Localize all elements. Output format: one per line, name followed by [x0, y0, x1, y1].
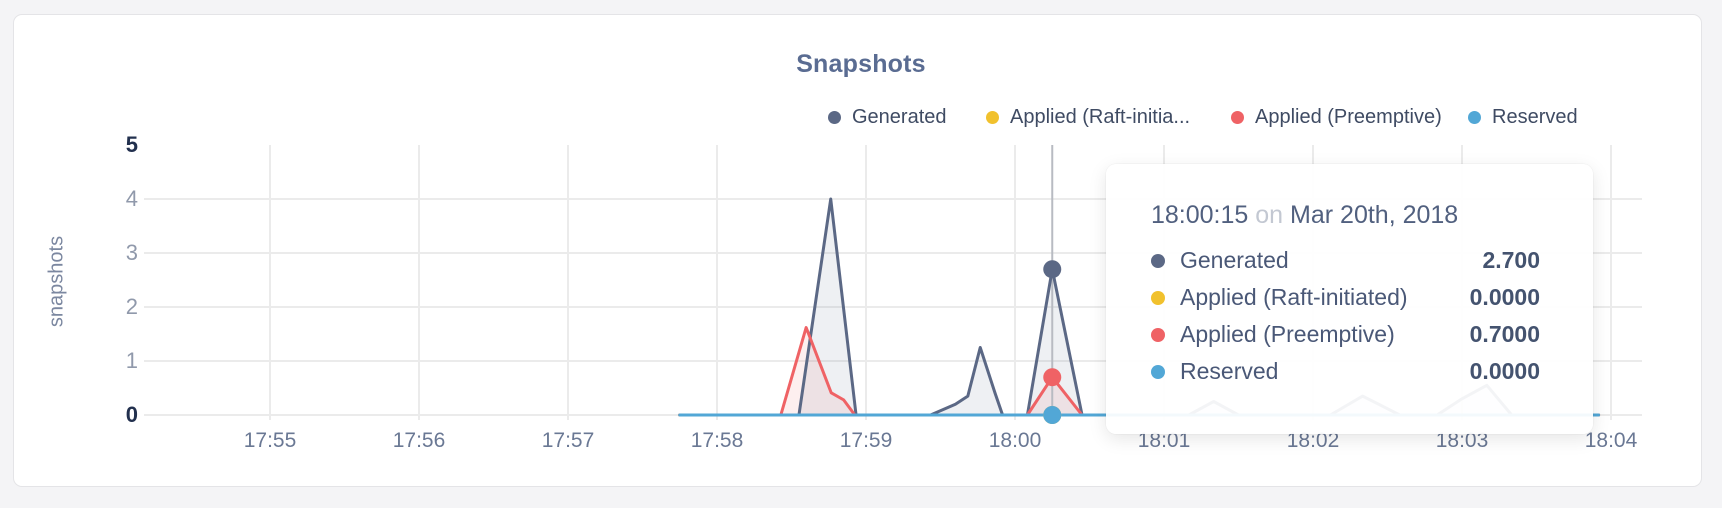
tooltip-series-dot-icon — [1151, 253, 1165, 268]
tooltip-series-dot-icon — [1151, 364, 1165, 379]
x-tick-label: 17:57 — [541, 429, 595, 452]
tooltip-series-label: Generated — [1180, 247, 1289, 273]
x-tick-label: 18:04 — [1584, 429, 1638, 452]
tooltip-series-value: 0.0000 — [1469, 284, 1540, 310]
tooltip-rows: Generated 2.700 Applied (Raft-initiated) 0.… — [1151, 242, 1540, 390]
y-tick-label: 1 — [125, 348, 138, 373]
hover-dot — [1043, 260, 1062, 279]
x-tick-label: 17:59 — [839, 429, 893, 452]
x-tick-label: 18:02 — [1286, 429, 1340, 452]
tooltip-conjunction: on — [1255, 201, 1284, 229]
tooltip-time: 18:00:15 — [1151, 201, 1249, 229]
x-tick-label: 18:03 — [1435, 429, 1489, 452]
legend-item: Reserved — [1468, 104, 1578, 130]
tooltip-series-value: 2.700 — [1482, 247, 1540, 273]
tooltip-title: 18:00:15 on Mar 20th, 2018 — [1151, 200, 1540, 230]
y-tick-label: 2 — [125, 294, 138, 319]
legend-label: Applied (Raft-initia... — [1010, 105, 1191, 128]
y-tick-label: 4 — [125, 186, 138, 211]
y-tick-label: 3 — [125, 240, 138, 265]
x-tick-label: 18:00 — [988, 429, 1042, 452]
tooltip-series-value: 0.0000 — [1469, 358, 1540, 384]
hover-tooltip: 18:00:15 on Mar 20th, 2018 Generated 2.70… — [1106, 164, 1593, 434]
legend-label: Generated — [852, 105, 947, 128]
legend-label: Reserved — [1492, 105, 1578, 128]
tooltip-series-label: Applied (Raft-initiated) — [1180, 284, 1408, 310]
tooltip-series-dot-icon — [1151, 290, 1165, 305]
legend-dot-icon — [1468, 110, 1481, 124]
chart-title: Snapshots — [796, 50, 926, 78]
tooltip-row: Applied (Raft-initiated) 0.0000 — [1151, 279, 1540, 316]
tooltip-date: Mar 20th, 2018 — [1290, 201, 1459, 229]
legend-dot-icon — [828, 110, 841, 124]
legend-dot-icon — [986, 110, 999, 124]
tooltip-series-label: Reserved — [1180, 358, 1279, 384]
tooltip-row: Generated 2.700 — [1151, 242, 1540, 279]
legend-item: Applied (Raft-initia... — [986, 104, 1190, 130]
x-tick-label: 17:58 — [690, 429, 744, 452]
hover-dot — [1043, 406, 1062, 424]
x-tick-label: 17:55 — [243, 429, 297, 452]
y-tick-label: 0 — [125, 402, 138, 427]
series-line — [678, 326, 1601, 417]
legend-dot-icon — [1231, 110, 1244, 124]
x-tick-label: 17:56 — [392, 429, 446, 452]
legend-item: Applied (Preemptive) — [1231, 104, 1442, 130]
tooltip-series-label: Applied (Preemptive) — [1180, 321, 1395, 347]
y-tick-label: 5 — [125, 132, 138, 157]
tooltip-series-dot-icon — [1151, 327, 1165, 342]
tooltip-series-value: 0.7000 — [1469, 321, 1540, 347]
tooltip-row: Reserved 0.0000 — [1151, 353, 1540, 390]
x-tick-label: 18:01 — [1137, 429, 1191, 452]
legend-label: Applied (Preemptive) — [1255, 105, 1442, 128]
tooltip-row: Applied (Preemptive) 0.7000 — [1151, 316, 1540, 353]
legend-item: Generated — [828, 104, 947, 130]
hover-dot — [1043, 368, 1062, 387]
